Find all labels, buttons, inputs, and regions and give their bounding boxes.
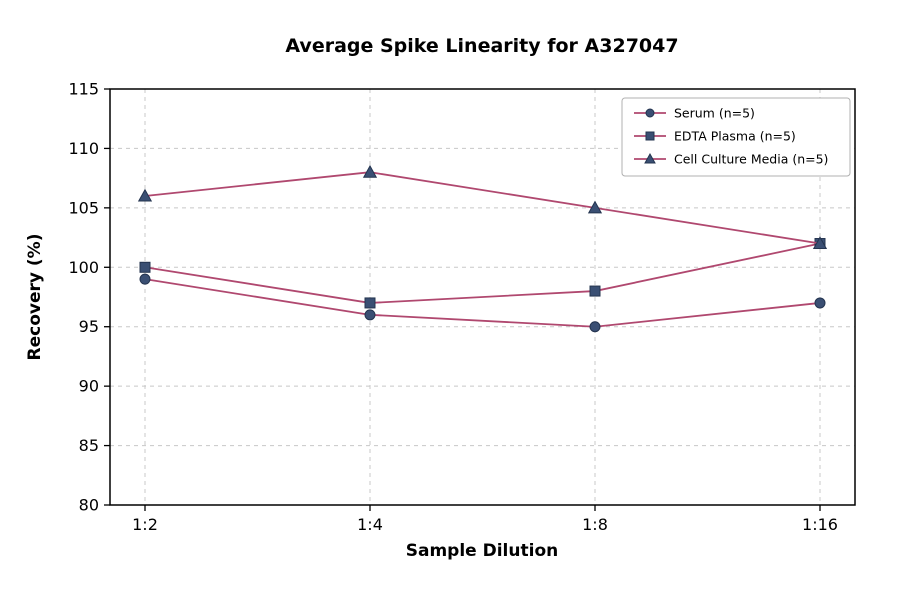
y-tick-label: 80 <box>79 496 99 515</box>
plot-border <box>109 88 856 506</box>
triangle-marker <box>137 188 153 202</box>
x-axis-label: Sample Dilution <box>406 541 558 561</box>
y-tick-label: 90 <box>79 377 99 396</box>
legend-label: Serum (n=5) <box>674 106 755 121</box>
square-marker <box>589 285 601 297</box>
triangle-marker <box>644 152 656 164</box>
square-marker <box>139 261 151 273</box>
legend-item: EDTA Plasma (n=5) <box>634 129 796 144</box>
series-serum-n-5- <box>139 273 826 333</box>
y-tick-label: 115 <box>68 80 99 99</box>
legend-label: EDTA Plasma (n=5) <box>674 129 796 144</box>
chart-title: Average Spike Linearity for A327047 <box>285 35 678 57</box>
triangle-marker <box>587 200 603 214</box>
y-tick-label: 105 <box>68 198 99 217</box>
series-line <box>144 171 821 245</box>
y-tick-label: 85 <box>79 436 99 455</box>
x-tick-label: 1:8 <box>582 515 608 534</box>
series-line <box>144 278 821 328</box>
axis-ticks: 80 85 90 95 100 105 110 115 1:2 1:4 1:8 1:16 <box>68 80 838 535</box>
x-tick-label: 1:4 <box>357 515 383 534</box>
legend-label: Cell Culture Media (n=5) <box>674 152 828 167</box>
series-edta-plasma-n-5- <box>139 238 826 309</box>
legend: Serum (n=5) EDTA Plasma (n=5) Cell Culture… <box>621 97 851 177</box>
grid-lines <box>110 88 855 506</box>
legend-box <box>621 97 851 177</box>
y-tick-label: 95 <box>79 317 99 336</box>
circle-marker <box>814 297 826 309</box>
triangle-marker <box>362 164 378 178</box>
legend-item: Serum (n=5) <box>634 106 755 121</box>
series-cell-culture-media-n-5- <box>137 164 828 250</box>
legend-item: Cell Culture Media (n=5) <box>634 152 828 167</box>
circle-marker <box>645 108 655 118</box>
triangle-marker <box>812 236 828 250</box>
x-tick-label: 1:2 <box>132 515 158 534</box>
data-series <box>137 164 828 333</box>
y-tick-label: 110 <box>68 139 99 158</box>
square-marker <box>645 131 655 141</box>
series-line <box>144 242 821 304</box>
circle-marker <box>364 309 376 321</box>
circle-marker <box>139 273 151 285</box>
x-tick-label: 1:16 <box>802 515 838 534</box>
y-tick-label: 100 <box>68 258 99 277</box>
y-axis-label: Recovery (%) <box>25 234 45 361</box>
square-marker <box>364 297 376 309</box>
circle-marker <box>589 321 601 333</box>
